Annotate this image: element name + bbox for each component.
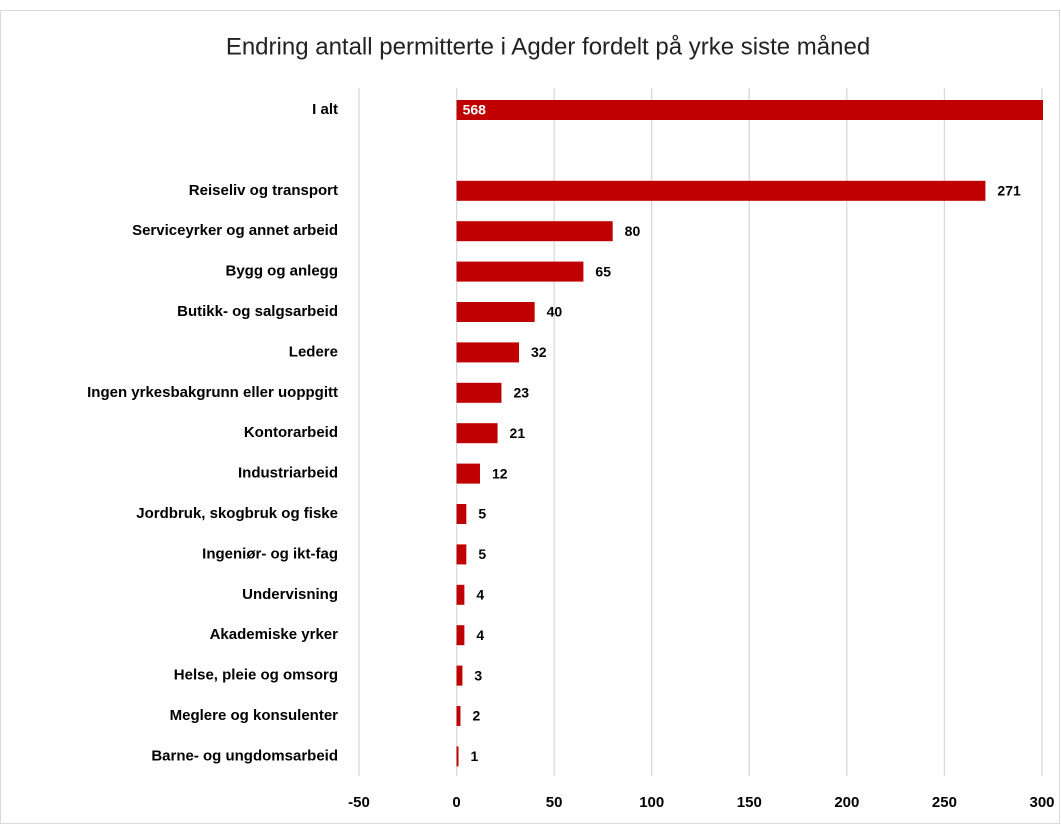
y-tick-label: Meglere og konsulenter [170,707,339,724]
chart-border [0,10,1060,824]
bar [456,625,465,646]
bar [456,665,463,686]
value-label: 21 [510,425,526,441]
y-tick-label: Jordbruk, skogbruk og fiske [136,505,338,522]
chart-title: Endring antall permitterte i Agder forde… [226,33,870,60]
value-label: 65 [595,263,611,279]
value-label: 80 [625,223,641,239]
x-tick-label: 0 [452,794,460,811]
bar [456,302,535,322]
bar [456,746,459,767]
y-tick-label: Industriarbeid [238,465,338,482]
y-tick-label: Akademiske yrker [210,626,339,643]
value-label: 32 [531,344,547,360]
bar [456,261,584,282]
y-tick-label: Undervisning [242,586,338,603]
bar [456,423,498,444]
value-label: 271 [997,183,1021,199]
value-label: 4 [476,627,484,643]
bar [456,544,467,565]
y-tick-label: Ingen yrkesbakgrunn eller uoppgitt [87,384,338,401]
value-label: 12 [492,465,508,481]
y-tick-label: Ledere [289,343,338,360]
value-label: 2 [472,708,480,724]
bar [456,100,1043,120]
bar [456,180,986,201]
x-tick-label: 50 [546,794,563,811]
value-label: 1 [471,748,479,764]
x-tick-label: 100 [639,794,664,811]
value-label: 5 [478,546,486,562]
y-tick-label: Serviceyrker og annet arbeid [132,222,338,239]
bar [456,342,520,363]
value-label: 568 [463,102,487,118]
y-tick-label: Ingeniør- og ikt-fag [202,545,338,562]
y-tick-label: Reiseliv og transport [189,182,338,199]
y-tick-label: Helse, pleie og omsorg [174,667,338,684]
value-label: 40 [547,304,563,320]
y-tick-label: Barne- og ungdomsarbeid [151,747,338,764]
x-tick-label: 250 [932,794,957,811]
value-label: 5 [478,506,486,522]
y-tick-label: Kontorarbeid [244,424,338,441]
bar [456,584,465,605]
value-label: 4 [476,587,484,603]
bar [456,463,480,484]
value-label: 3 [474,667,482,683]
bar [456,382,502,403]
x-tick-label: 200 [834,794,859,811]
x-tick-label: 300 [1029,794,1054,811]
x-tick-label: 150 [737,794,762,811]
value-label: 23 [513,385,529,401]
bar [456,504,467,524]
bar [456,221,613,242]
x-tick-label: -50 [348,794,370,811]
y-tick-label: Butikk- og salgsarbeid [177,303,338,320]
y-tick-label: Bygg og anlegg [226,263,339,280]
bar [456,706,461,726]
y-tick-label: I alt [312,101,338,118]
